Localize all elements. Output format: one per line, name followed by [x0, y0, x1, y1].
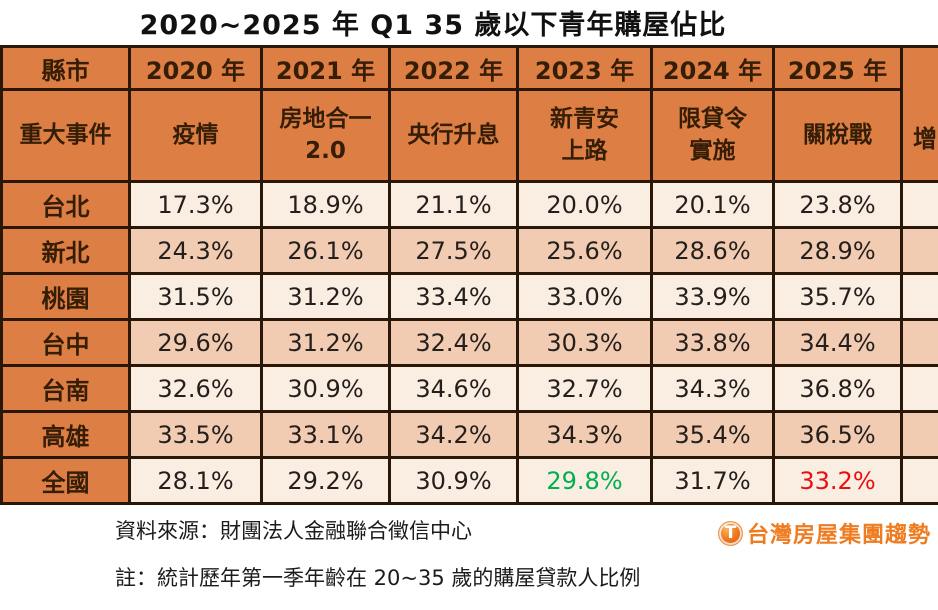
value-cell: 34.4%: [772, 318, 903, 367]
value-cell: 30.9%: [260, 364, 391, 413]
year-header-cell: 2021 年: [260, 45, 391, 91]
value-cell: 27.5%: [388, 226, 519, 275]
cut-value-cell: [900, 364, 938, 413]
value-cell: 17.3%: [128, 180, 263, 229]
title-bar: 2020~2025 年 Q1 35 歲以下青年購屋佔比: [0, 0, 938, 45]
row-label: 新北: [0, 226, 131, 275]
value-cell: 31.2%: [260, 318, 391, 367]
value-cell: 34.3%: [516, 410, 653, 459]
value-cell: 33.8%: [650, 318, 775, 367]
cut-value-cell: [900, 318, 938, 367]
value-cell: 34.3%: [650, 364, 775, 413]
value-cell: 20.1%: [650, 180, 775, 229]
value-cell: 32.7%: [516, 364, 653, 413]
brand-logo-text: 台灣房屋集團趨勢: [747, 523, 932, 548]
value-cell: 30.9%: [388, 456, 519, 505]
table-body: 台北 17.3% 18.9% 21.1% 20.0% 20.1% 23.8% 新北 24.3% 2…: [0, 180, 938, 505]
table-row: 桃園 31.5% 31.2% 33.4% 33.0% 33.9% 35.7%: [0, 272, 938, 321]
value-cell: 34.2%: [388, 410, 519, 459]
value-cell: 34.6%: [388, 364, 519, 413]
year-header-cell: 2020 年: [128, 45, 263, 91]
row-label: 台中: [0, 318, 131, 367]
cut-value-cell: [900, 180, 938, 229]
year-header-cell: 2025 年: [772, 45, 903, 91]
value-cell: 28.6%: [650, 226, 775, 275]
value-cell: 33.2%: [772, 456, 903, 505]
value-cell: 18.9%: [260, 180, 391, 229]
year-header-cell: 2022 年: [388, 45, 519, 91]
event-header-cell-3: 新青安 上路: [516, 88, 653, 183]
value-cell: 31.2%: [260, 272, 391, 321]
corner-header-cell: 縣市: [0, 45, 131, 91]
event-header-cell-0: 疫情: [128, 88, 263, 183]
value-cell: 35.7%: [772, 272, 903, 321]
cut-value-cell: [900, 272, 938, 321]
taiwan-housing-logo-icon: T: [718, 520, 743, 546]
value-cell: 29.8%: [516, 456, 653, 505]
table-row: 台南 32.6% 30.9% 34.6% 32.7% 34.3% 36.8%: [0, 364, 938, 413]
value-cell: 33.0%: [516, 272, 653, 321]
value-cell: 31.7%: [650, 456, 775, 505]
table-wrap: 縣市 2020 年 2021 年 2022 年 2023 年 2024 年 2025 年增…: [0, 45, 938, 505]
value-cell: 33.4%: [388, 272, 519, 321]
cut-value-cell: [900, 410, 938, 459]
value-cell: 29.6%: [128, 318, 263, 367]
value-cell: 28.1%: [128, 456, 263, 505]
value-cell: 20.0%: [516, 180, 653, 229]
value-cell: 32.4%: [388, 318, 519, 367]
year-header-cell: 2024 年: [650, 45, 775, 91]
event-header-cell: 重大事件: [0, 88, 131, 183]
table-row: 新北 24.3% 26.1% 27.5% 25.6% 28.6% 28.9%: [0, 226, 938, 275]
value-cell: 33.9%: [650, 272, 775, 321]
value-cell: 36.8%: [772, 364, 903, 413]
value-cell: 32.6%: [128, 364, 263, 413]
table-row: 台中 29.6% 31.2% 32.4% 30.3% 33.8% 34.4%: [0, 318, 938, 367]
event-header-cell-4: 限貸令 實施: [650, 88, 775, 183]
value-cell: 30.3%: [516, 318, 653, 367]
table-row: 高雄 33.5% 33.1% 34.2% 34.3% 35.4% 36.5%: [0, 410, 938, 459]
value-cell: 21.1%: [388, 180, 519, 229]
event-header-cell-5: 關稅戰: [772, 88, 903, 183]
value-cell: 29.2%: [260, 456, 391, 505]
value-cell: 28.9%: [772, 226, 903, 275]
header-year-row: 縣市 2020 年 2021 年 2022 年 2023 年 2024 年 2025 年增: [0, 45, 938, 183]
header-event-row: 重大事件 疫情 房地合一 2.0 央行升息 新青安 上路 限貸令 實施 關稅戰: [0, 88, 938, 183]
table-row: 台北 17.3% 18.9% 21.1% 20.0% 20.1% 23.8%: [0, 180, 938, 229]
value-cell: 33.5%: [128, 410, 263, 459]
cut-value-cell: [900, 226, 938, 275]
footer: 資料來源：財團法人金融聯合徵信中心 T 台灣房屋集團趨勢 註：統計歷年第一季年齡…: [0, 505, 938, 589]
row-label: 台南: [0, 364, 131, 413]
value-cell: 36.5%: [772, 410, 903, 459]
brand-logo: T 台灣房屋集團趨勢: [718, 517, 931, 549]
value-cell: 26.1%: [260, 226, 391, 275]
row-label: 高雄: [0, 410, 131, 459]
event-header-cell-2: 央行升息: [388, 88, 519, 183]
event-header-cell-1: 房地合一 2.0: [260, 88, 391, 183]
value-cell: 24.3%: [128, 226, 263, 275]
source-note: 資料來源：財團法人金融聯合徵信中心: [115, 519, 472, 543]
row-label: 桃園: [0, 272, 131, 321]
value-cell: 31.5%: [128, 272, 263, 321]
row-label: 台北: [0, 180, 131, 229]
value-cell: 23.8%: [772, 180, 903, 229]
cut-column-header-cell: 增: [900, 45, 938, 183]
year-header-cell: 2023 年: [516, 45, 653, 91]
page-title: 2020~2025 年 Q1 35 歲以下青年購屋佔比: [139, 10, 727, 41]
cut-value-cell: [900, 456, 938, 505]
value-cell: 33.1%: [260, 410, 391, 459]
footnote: 註：統計歷年第一季年齡在 20~35 歲的購屋貸款人比例: [115, 566, 641, 590]
row-label: 全國: [0, 456, 131, 505]
value-cell: 35.4%: [650, 410, 775, 459]
table-row: 全國 28.1% 29.2% 30.9% 29.8% 31.7% 33.2%: [0, 456, 938, 505]
youth-homebuyer-table: 縣市 2020 年 2021 年 2022 年 2023 年 2024 年 2025 年增…: [0, 45, 938, 505]
value-cell: 25.6%: [516, 226, 653, 275]
